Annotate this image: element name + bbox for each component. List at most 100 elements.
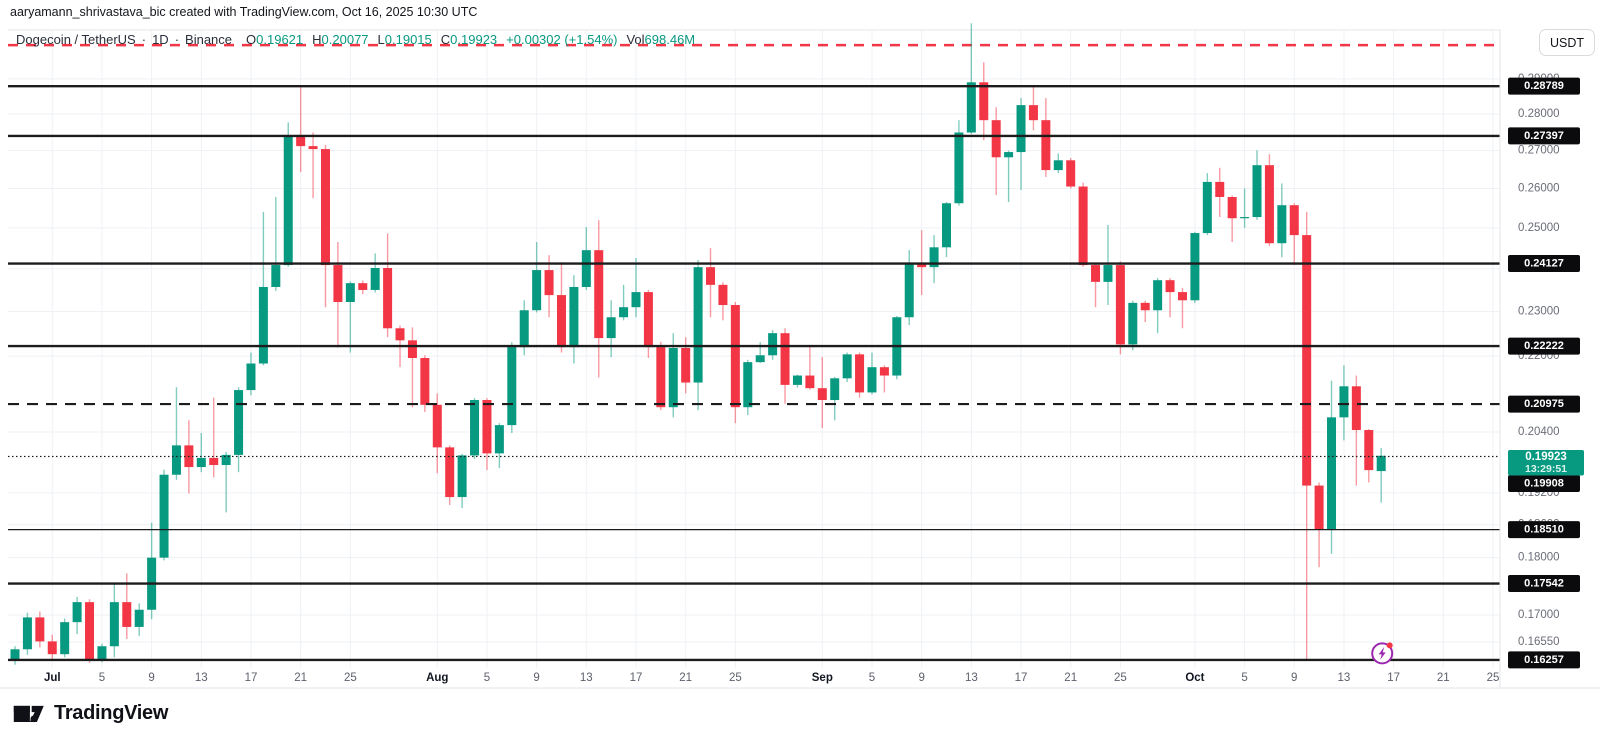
candle[interactable] [1376,455,1386,472]
candle[interactable] [867,367,877,393]
candle[interactable] [1177,292,1187,301]
candle[interactable] [383,267,393,329]
candle[interactable] [569,286,579,348]
candle[interactable] [1091,265,1101,282]
candle[interactable] [656,347,666,408]
candle[interactable] [519,310,529,348]
candle[interactable] [556,295,566,348]
event-marker[interactable] [1371,642,1394,665]
candle[interactable] [643,292,653,348]
candle[interactable] [1277,205,1287,244]
candle[interactable] [296,135,306,147]
candle[interactable] [432,404,442,448]
candle[interactable] [1339,386,1349,418]
candle[interactable] [457,455,467,498]
candle[interactable] [1364,430,1374,471]
candle[interactable] [581,250,591,287]
candle[interactable] [1252,165,1262,218]
candle[interactable] [1016,105,1026,153]
candle[interactable] [345,283,355,302]
candle[interactable] [1264,165,1274,244]
candle[interactable] [221,454,231,466]
candle[interactable] [1066,160,1076,187]
candle[interactable] [1202,181,1212,234]
candle[interactable] [271,265,281,287]
candle[interactable] [1165,280,1175,293]
candle[interactable] [134,609,144,627]
candle[interactable] [1078,186,1088,266]
candle[interactable] [1227,196,1237,219]
currency-unit-button[interactable]: USDT [1539,29,1595,56]
candle[interactable] [830,378,840,401]
candle[interactable] [879,367,889,376]
candle[interactable] [855,354,865,393]
candle[interactable] [1115,265,1125,345]
candle[interactable] [370,267,380,290]
candle[interactable] [22,617,32,650]
candle[interactable] [1314,485,1324,530]
candle[interactable] [321,149,330,266]
candle[interactable] [792,375,802,385]
candle[interactable] [1103,265,1113,282]
candle[interactable] [482,400,492,454]
candle[interactable] [668,348,678,408]
candle[interactable] [97,646,107,660]
candle[interactable] [494,425,504,454]
candle[interactable] [1041,120,1051,171]
candle[interactable] [1327,417,1337,530]
candle[interactable] [817,388,827,401]
candle[interactable] [904,262,914,318]
candle[interactable] [196,457,206,468]
candle[interactable] [407,340,417,359]
candle[interactable] [979,82,989,121]
candle[interactable] [693,267,703,383]
candle[interactable] [966,82,976,133]
price-levels[interactable] [8,84,1500,662]
candle[interactable] [991,120,1001,158]
candle[interactable] [1053,160,1063,171]
candle[interactable] [209,457,219,466]
candle[interactable] [942,203,951,248]
candle[interactable] [308,146,318,150]
candle[interactable] [420,358,430,405]
candle[interactable] [619,307,629,318]
candle[interactable] [122,602,132,627]
candle[interactable] [532,270,542,311]
candle[interactable] [47,641,57,655]
candle[interactable] [258,286,268,364]
candle[interactable] [60,622,70,655]
interval-label[interactable]: 1D [152,31,169,47]
candle[interactable] [333,265,343,302]
candle[interactable] [445,447,455,498]
candle[interactable] [706,267,716,285]
candle[interactable] [1140,302,1150,311]
candle[interactable] [594,250,604,339]
candle[interactable] [743,362,753,408]
candle[interactable] [1004,152,1014,158]
candle[interactable] [358,283,368,290]
candle[interactable] [544,270,554,296]
candle[interactable] [283,135,293,266]
candle[interactable] [1028,105,1038,121]
candle[interactable] [109,602,119,647]
candle[interactable] [1289,205,1299,236]
candle[interactable] [35,617,45,642]
candle[interactable] [395,328,405,341]
time-axis[interactable]: Jul 5 9 13 17 21 25 Aug 5 9 13 17 21 25 Sep 5 9 13 17 21 25 O… [0,672,1600,689]
candle[interactable] [929,247,939,268]
candle[interactable] [718,284,728,306]
candle[interactable] [10,649,20,661]
candle[interactable] [1302,235,1312,486]
candle[interactable] [917,262,927,268]
candle[interactable] [72,602,82,623]
candle[interactable] [1128,302,1138,345]
candle[interactable] [1153,280,1163,311]
candle[interactable] [730,305,740,408]
candle[interactable] [159,474,169,558]
candle[interactable] [780,333,790,385]
candle[interactable] [1215,181,1225,197]
candle[interactable] [805,375,815,389]
candle[interactable] [755,355,765,363]
candle[interactable] [507,347,517,426]
